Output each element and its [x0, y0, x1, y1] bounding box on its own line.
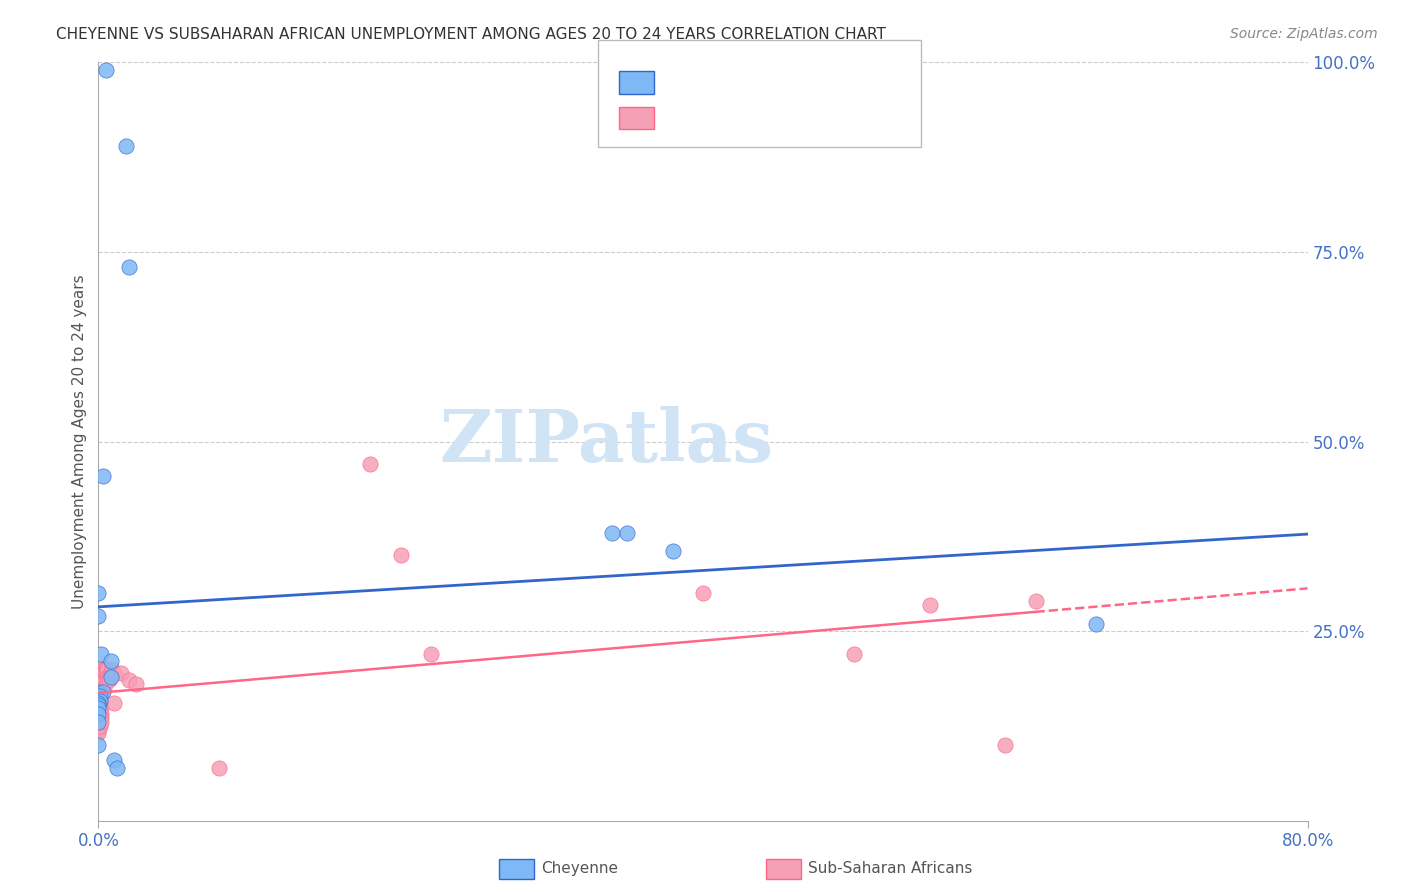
- Point: [91, 662, 114, 676]
- Point: [101, 662, 124, 676]
- Point: [389, 548, 412, 563]
- Point: [208, 760, 231, 774]
- Point: [87, 726, 110, 740]
- Point: [87, 701, 110, 715]
- Point: [91, 665, 114, 680]
- Point: [93, 681, 115, 695]
- Point: [94, 665, 117, 680]
- Point: [125, 677, 148, 691]
- Text: N =: N =: [745, 71, 789, 86]
- Text: Source: ZipAtlas.com: Source: ZipAtlas.com: [1230, 27, 1378, 41]
- Point: [93, 673, 115, 688]
- Point: [87, 696, 110, 710]
- Point: [96, 673, 118, 688]
- Point: [87, 608, 110, 623]
- Point: [96, 669, 118, 683]
- Text: CHEYENNE VS SUBSAHARAN AFRICAN UNEMPLOYMENT AMONG AGES 20 TO 24 YEARS CORRELATIO: CHEYENNE VS SUBSAHARAN AFRICAN UNEMPLOYM…: [56, 27, 886, 42]
- Point: [1024, 594, 1046, 608]
- Point: [114, 138, 136, 153]
- Point: [90, 715, 112, 730]
- Point: [87, 698, 110, 713]
- Text: 21: 21: [797, 71, 818, 86]
- Point: [89, 701, 111, 715]
- Point: [87, 586, 110, 600]
- Point: [87, 738, 110, 752]
- Point: [105, 760, 128, 774]
- Point: [96, 662, 118, 676]
- Point: [118, 260, 141, 275]
- Point: [89, 707, 111, 722]
- Point: [90, 707, 112, 722]
- Point: [100, 669, 122, 683]
- Text: 0.441: 0.441: [703, 107, 751, 121]
- Point: [616, 525, 638, 540]
- Point: [87, 715, 110, 730]
- Point: [87, 719, 110, 733]
- Text: R =: R =: [665, 107, 699, 121]
- Point: [87, 711, 110, 725]
- Point: [1085, 616, 1108, 631]
- Y-axis label: Unemployment Among Ages 20 to 24 years: Unemployment Among Ages 20 to 24 years: [72, 274, 87, 609]
- Point: [360, 458, 382, 472]
- Point: [89, 689, 111, 703]
- Point: [89, 711, 111, 725]
- Text: R =: R =: [665, 71, 699, 86]
- Point: [90, 696, 112, 710]
- Point: [91, 468, 114, 483]
- Point: [89, 694, 111, 708]
- Point: [91, 685, 114, 699]
- Point: [91, 673, 114, 688]
- Point: [103, 665, 125, 680]
- Point: [98, 673, 121, 688]
- Point: [420, 647, 443, 661]
- Point: [90, 701, 112, 715]
- Point: [87, 685, 110, 699]
- Point: [87, 715, 110, 730]
- Point: [103, 753, 125, 767]
- Point: [110, 665, 132, 680]
- Point: [118, 673, 141, 688]
- Point: [103, 696, 125, 710]
- Point: [87, 696, 110, 710]
- Text: Sub-Saharan Africans: Sub-Saharan Africans: [808, 862, 973, 876]
- Point: [93, 665, 115, 680]
- Point: [93, 662, 115, 676]
- Point: [87, 707, 110, 722]
- Point: [89, 715, 111, 730]
- Text: 0.092: 0.092: [703, 71, 751, 86]
- Point: [994, 738, 1017, 752]
- Point: [90, 647, 112, 661]
- Point: [844, 647, 866, 661]
- Point: [89, 719, 111, 733]
- Point: [661, 544, 683, 558]
- Point: [98, 669, 121, 683]
- Point: [918, 598, 941, 612]
- Point: [91, 669, 114, 683]
- Text: ZIPatlas: ZIPatlas: [439, 406, 773, 477]
- Point: [87, 701, 110, 715]
- Point: [692, 586, 714, 600]
- Point: [87, 723, 110, 737]
- Point: [89, 696, 111, 710]
- Point: [94, 662, 117, 676]
- Text: 51: 51: [797, 107, 818, 121]
- Text: Cheyenne: Cheyenne: [541, 862, 619, 876]
- Point: [100, 665, 122, 680]
- Point: [87, 724, 110, 739]
- Point: [87, 707, 110, 722]
- Point: [100, 655, 122, 669]
- Point: [602, 525, 624, 540]
- Text: N =: N =: [745, 107, 789, 121]
- Point: [94, 62, 117, 77]
- Point: [90, 711, 112, 725]
